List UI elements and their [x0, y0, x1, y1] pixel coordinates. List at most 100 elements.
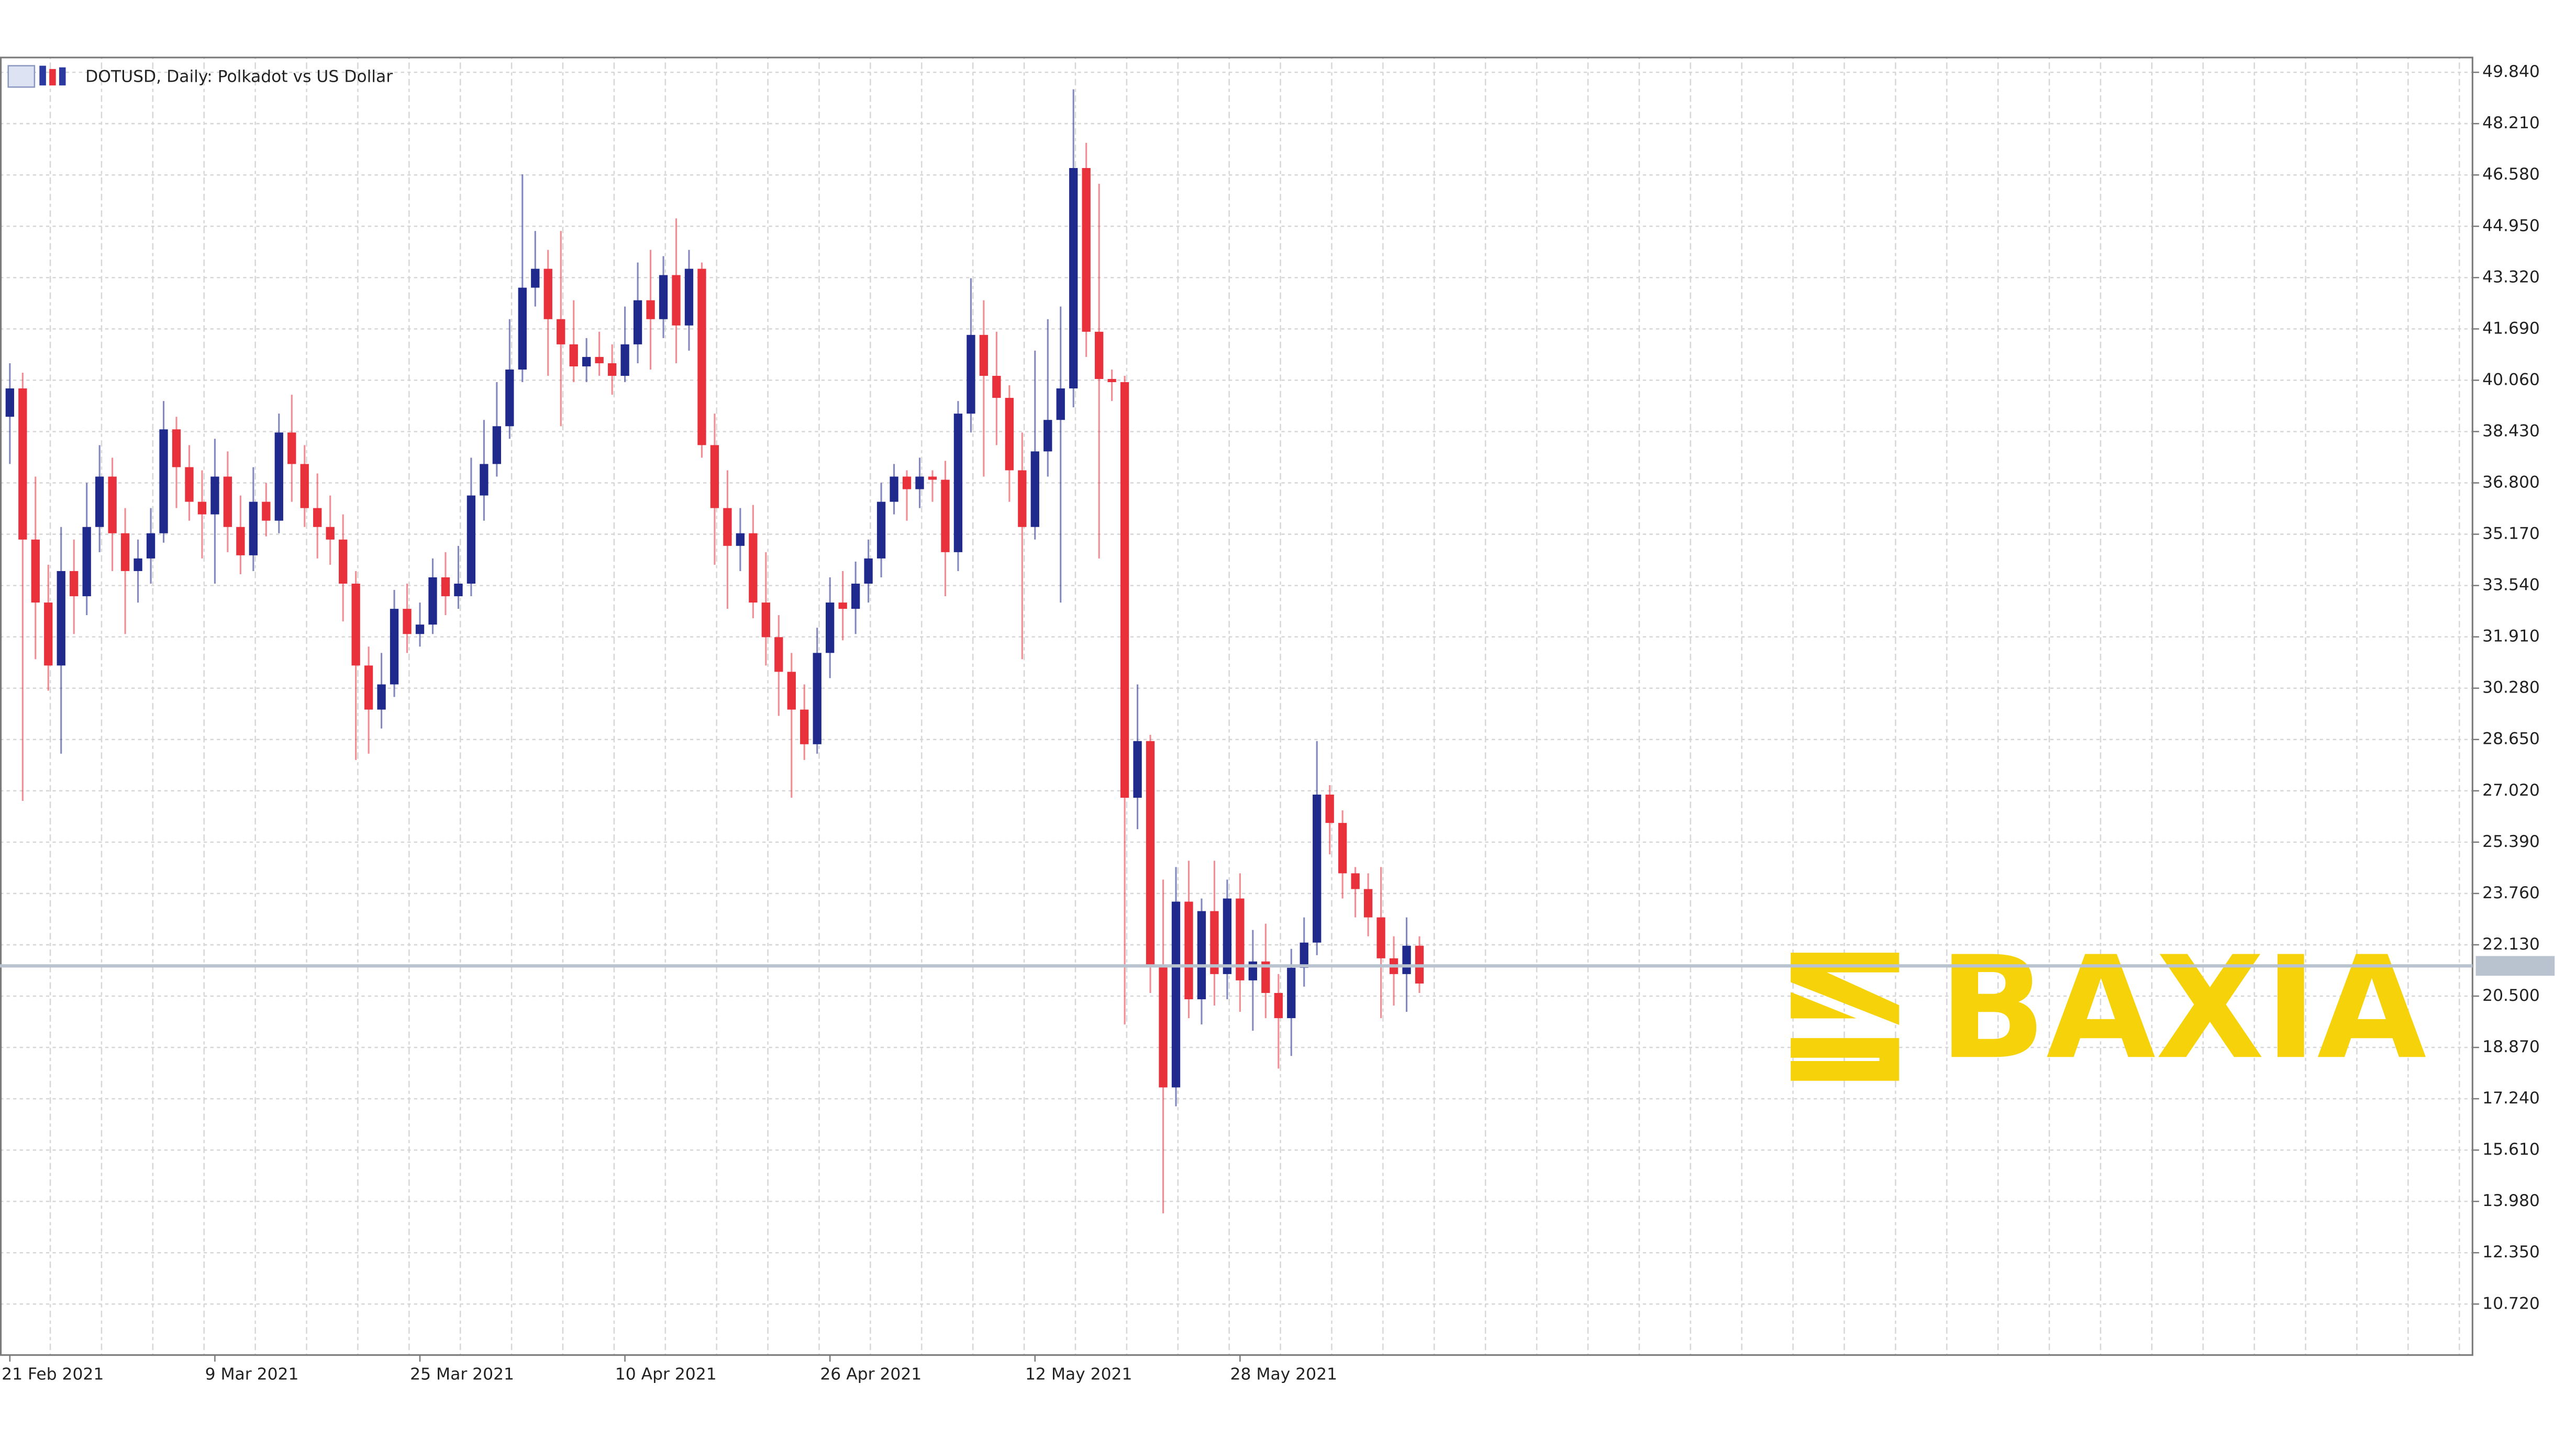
candle-body	[736, 533, 745, 546]
candle-body	[1184, 901, 1193, 999]
x-tick-label: 26 Apr 2021	[820, 1365, 921, 1383]
y-tick-label: 33.540	[2482, 576, 2540, 595]
candle-body	[890, 476, 898, 502]
y-tick-label: 20.500	[2482, 986, 2540, 1005]
candle-body	[672, 275, 681, 326]
candle-body	[428, 577, 437, 625]
candle-body	[262, 501, 271, 521]
candle-body	[223, 476, 232, 527]
candle-body	[1159, 964, 1168, 1088]
candle-body	[851, 583, 860, 609]
candle-body	[992, 376, 1001, 398]
candle-body	[82, 527, 91, 597]
candle-body	[902, 476, 912, 489]
candle-body	[1363, 889, 1373, 918]
candle-body	[274, 432, 283, 521]
candle-body	[185, 467, 194, 502]
watermark: BAXIA	[1939, 926, 2428, 1090]
y-tick-label: 10.720	[2482, 1294, 2540, 1313]
price-marker	[2475, 956, 2555, 976]
candle-body	[941, 479, 950, 552]
plot-frame	[0, 57, 2473, 1356]
candle-body	[134, 558, 142, 571]
candle-body	[800, 709, 809, 744]
candle-body	[108, 476, 117, 533]
y-tick-label: 31.910	[2482, 627, 2540, 646]
candle-body	[876, 501, 886, 559]
candle-body	[749, 533, 758, 603]
candle-body	[31, 539, 40, 603]
candle-body	[57, 571, 65, 666]
candle-body	[813, 653, 821, 744]
chart-title: DOTUSD, Daily: Polkadot vs US Dollar	[85, 68, 393, 86]
candle-body	[557, 319, 565, 344]
candle-body	[1133, 741, 1142, 798]
candle-body	[633, 300, 642, 344]
y-tick-label: 28.650	[2482, 730, 2540, 749]
y-tick-label: 25.390	[2482, 832, 2540, 851]
candle-body	[1313, 795, 1322, 943]
candle-body	[172, 429, 181, 467]
y-tick-label: 48.210	[2482, 114, 2540, 132]
candle-body	[236, 527, 245, 555]
candle-body	[953, 414, 963, 552]
candle-body	[774, 637, 783, 672]
candle-body	[390, 609, 399, 685]
candle-body	[607, 363, 617, 376]
candle-body	[415, 624, 425, 634]
x-tick-label: 21 Feb 2021	[2, 1365, 104, 1383]
candle-body	[95, 476, 104, 527]
candle-body	[1223, 898, 1232, 974]
candle-body	[928, 476, 937, 480]
candle-body	[787, 672, 796, 710]
candle-body	[1351, 873, 1360, 889]
candle-body	[1210, 911, 1219, 974]
y-tick-label: 15.610	[2482, 1140, 2540, 1159]
y-tick-label: 43.320	[2482, 267, 2540, 286]
candle-body	[1030, 451, 1039, 527]
candle-body	[441, 577, 450, 597]
candle-body	[210, 476, 219, 515]
candle-body	[403, 609, 412, 634]
y-tick-label: 30.280	[2482, 678, 2540, 697]
candle-body	[710, 445, 719, 508]
y-tick-label: 27.020	[2482, 781, 2540, 800]
y-tick-label: 46.580	[2482, 165, 2540, 184]
candle-body	[480, 464, 488, 496]
y-tick-label: 41.690	[2482, 319, 2540, 338]
candle-body	[492, 426, 502, 464]
candle-body	[1402, 945, 1411, 974]
candle-body	[697, 269, 706, 445]
candle-body	[70, 571, 79, 597]
candle-body	[1146, 741, 1155, 965]
candle-body	[864, 558, 873, 584]
candle-body	[249, 501, 258, 555]
candle-body	[1018, 470, 1027, 527]
x-tick-label: 28 May 2021	[1230, 1365, 1337, 1383]
candle-body	[595, 356, 604, 363]
y-tick-label: 18.870	[2482, 1037, 2540, 1056]
candle-body	[1338, 823, 1347, 874]
candle-body	[351, 583, 360, 666]
candle-body	[159, 429, 168, 533]
candle-body	[505, 369, 514, 427]
candle-body	[826, 602, 835, 653]
x-tick-label: 9 Mar 2021	[205, 1365, 299, 1383]
candle-body	[967, 334, 975, 414]
candle-body	[1082, 168, 1091, 332]
y-tick-label: 35.170	[2482, 524, 2540, 543]
candle-body	[569, 344, 578, 366]
candle-body	[723, 508, 732, 546]
candle-body	[915, 476, 924, 489]
y-tick-label: 23.760	[2482, 884, 2540, 902]
candle-body	[1069, 168, 1078, 389]
candle-body	[531, 269, 540, 288]
candle-body	[1300, 942, 1308, 968]
candle-body	[364, 665, 373, 710]
candle-body	[1056, 388, 1065, 420]
candle-body	[1287, 967, 1296, 1019]
y-tick-label: 36.800	[2482, 473, 2540, 492]
candle-body	[1005, 398, 1014, 471]
